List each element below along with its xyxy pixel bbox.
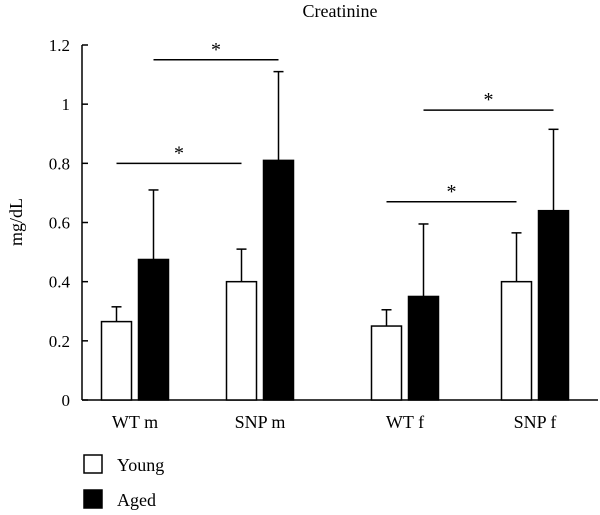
legend-label: Aged [117, 490, 156, 510]
y-tick-label: 1 [62, 95, 71, 114]
y-axis-title: mg/dL [6, 198, 26, 246]
x-tick-label: WT m [112, 412, 158, 432]
significance-star: * [447, 181, 457, 203]
y-axis: 0 0.2 0.4 0.6 0.8 1 1.2 [49, 36, 88, 410]
bars-group [100, 70, 570, 401]
significance-star: * [211, 39, 221, 61]
legend: Young Aged [83, 454, 164, 510]
significance-star: * [174, 142, 184, 164]
bar-young [225, 280, 258, 401]
significance-markers: * * * * [116, 39, 554, 203]
bar-aged [537, 209, 570, 401]
y-tick-label: 0.4 [49, 273, 71, 292]
y-tick-label: 0.8 [49, 154, 70, 173]
x-tick-label: SNP m [235, 412, 286, 432]
y-tick-label: 0.6 [49, 214, 70, 233]
y-tick-label: 0.2 [49, 332, 70, 351]
bar-young [500, 280, 533, 401]
x-tick-label: SNP f [514, 412, 557, 432]
bar-aged [137, 258, 170, 401]
legend-swatch-young [83, 454, 103, 474]
chart-title: Creatinine [303, 1, 378, 21]
bar-aged [407, 295, 440, 401]
bar-young [100, 320, 133, 401]
x-axis: WT m SNP m WT f SNP f [82, 399, 598, 432]
legend-swatch-aged [83, 489, 103, 509]
bar-young [370, 325, 403, 401]
y-tick-label: 0 [62, 391, 71, 410]
bar-aged [262, 159, 295, 401]
legend-label: Young [117, 455, 164, 475]
y-tick-label: 1.2 [49, 36, 70, 55]
significance-star: * [484, 89, 494, 111]
x-tick-label: WT f [386, 412, 424, 432]
